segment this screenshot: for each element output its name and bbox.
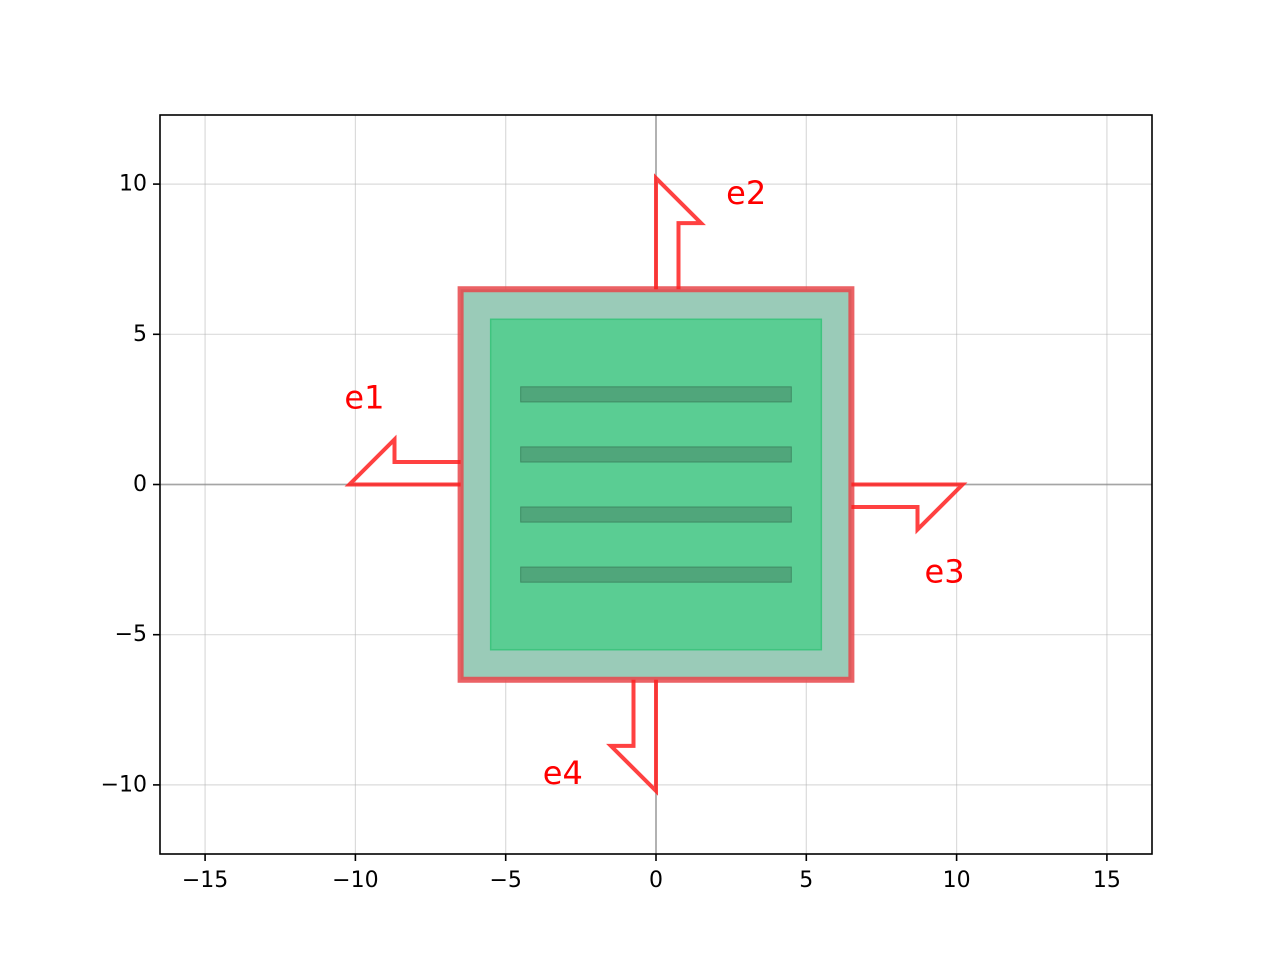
inner-box: [489, 318, 823, 651]
x-tick-label: 10: [943, 868, 971, 893]
port-arrow-e3: [851, 482, 968, 535]
port-arrow-e1: [344, 434, 461, 487]
x-tick-label: 5: [799, 868, 813, 893]
port-label-e3: e3: [925, 553, 965, 591]
x-tick-label: −10: [332, 868, 378, 893]
port-label-e4: e4: [543, 754, 583, 792]
y-tick-label: 5: [133, 322, 147, 347]
port-arrow-e4: [606, 679, 658, 796]
x-tick-label: 0: [649, 868, 663, 893]
x-tick-label: −15: [182, 868, 228, 893]
y-tick-label: −10: [101, 772, 147, 797]
y-axis-ticks: −10 −5 0 5 10: [101, 172, 160, 797]
x-tick-label: 15: [1093, 868, 1121, 893]
ports: e1 e2 e3 e4: [344, 173, 968, 796]
x-axis-ticks: −15 −10 −5 0 5 10 15: [182, 854, 1121, 893]
x-tick-label: −5: [489, 868, 521, 893]
bar-1: [520, 386, 792, 403]
port-arrow-e2: [654, 173, 706, 290]
port-label-e2: e2: [726, 174, 766, 212]
bar-2: [520, 446, 792, 463]
port-label-e1: e1: [344, 378, 384, 416]
y-tick-label: 0: [133, 472, 147, 497]
y-tick-label: −5: [115, 622, 147, 647]
y-tick-label: 10: [119, 172, 147, 197]
component-shapes: [457, 286, 855, 683]
bar-4: [520, 566, 792, 583]
bar-3: [520, 506, 792, 523]
